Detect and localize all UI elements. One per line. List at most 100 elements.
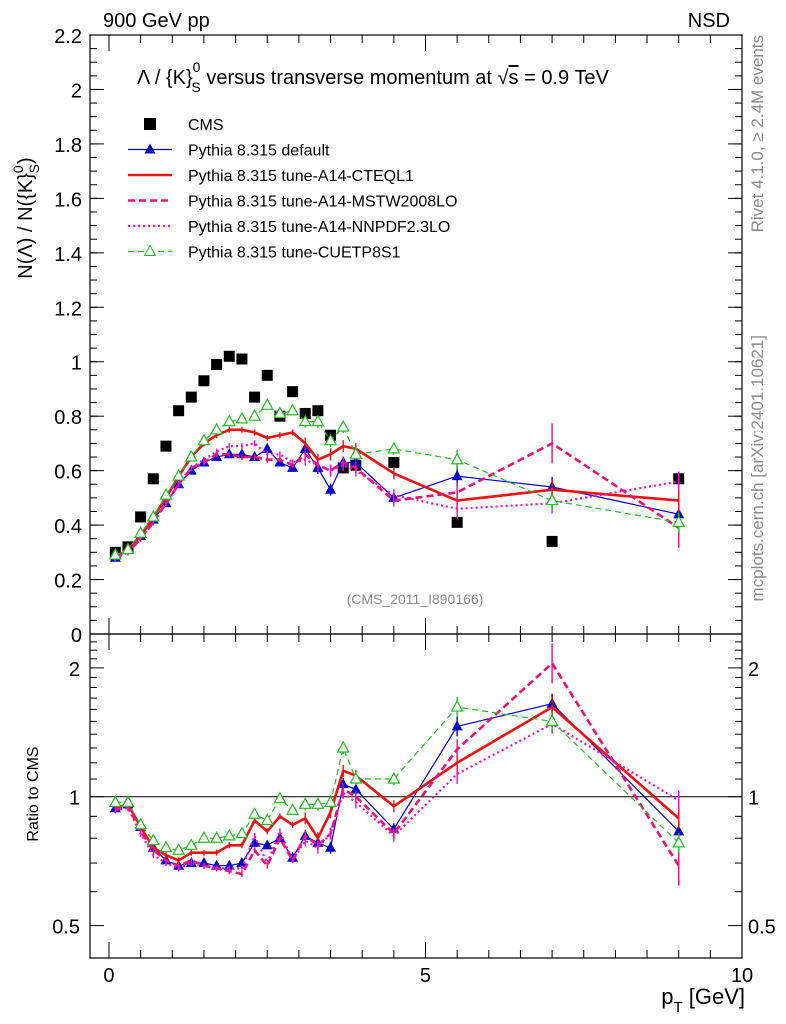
main-marker-cuetp	[159, 487, 173, 500]
cms-point	[147, 473, 159, 485]
main-marker-cuetp	[545, 493, 559, 506]
y-tick-label: 0.4	[54, 516, 82, 538]
ratio-marker-cuetp	[121, 795, 135, 808]
main-marker-default	[350, 456, 362, 467]
cms-point	[287, 386, 299, 398]
ratio-marker-cuetp	[248, 807, 262, 819]
y-tick-label: 1	[71, 353, 82, 375]
y-tick-label: 1.6	[54, 189, 82, 211]
ratio-marker-cuetp	[387, 771, 401, 784]
ratio-marker-cuetp	[545, 714, 559, 726]
header-left: 900 GeV pp	[103, 10, 210, 32]
main-marker-default	[325, 483, 337, 494]
ratio-marker-cuetp	[210, 830, 224, 843]
main-marker-cuetp	[134, 526, 148, 538]
main-line-mstw	[114, 442, 680, 559]
cms-point	[211, 358, 223, 370]
y-tick-label: 1.8	[54, 135, 82, 157]
cms-point	[261, 369, 273, 381]
ratio-marker-cuetp	[134, 817, 148, 830]
header-right: NSD	[688, 10, 730, 32]
cms-point	[546, 535, 558, 547]
ratio-marker-cuetp	[298, 797, 312, 809]
main-marker-cuetp	[197, 433, 211, 446]
legend-marker-cms	[144, 118, 156, 130]
main-marker-cuetp	[324, 433, 338, 446]
ratio-marker-cuetp	[273, 791, 287, 804]
main-marker-cuetp	[248, 408, 262, 421]
cms-point	[173, 405, 185, 417]
ratio-frame	[89, 633, 743, 959]
main-marker-cuetp	[672, 515, 686, 527]
x-tick-label: 0	[103, 965, 114, 987]
y-tick-label: 0	[71, 625, 82, 647]
main-marker-cuetp	[222, 414, 236, 427]
cms-point	[312, 405, 324, 417]
y-tick-label: 2	[71, 80, 82, 102]
legend-label-default: Pythia 8.315 default	[188, 143, 330, 160]
ratio-tick-label-right: 0.5	[748, 917, 776, 939]
cms-point	[388, 456, 400, 468]
ratio-marker-default	[451, 720, 463, 731]
ratio-marker-cuetp	[197, 830, 211, 843]
ratio-marker-cuetp	[349, 771, 363, 784]
ratio-tick-label-right: 1	[748, 788, 759, 810]
main-marker-cuetp	[235, 411, 249, 424]
main-marker-cuetp	[336, 419, 350, 432]
ratio-marker-default	[287, 851, 299, 862]
ratio-marker-cuetp	[336, 740, 350, 753]
legend-label-cms: CMS	[188, 117, 224, 134]
ratio-marker-default	[261, 839, 273, 850]
ratio-tick-label: 2	[69, 659, 80, 681]
ratio-marker-cuetp	[260, 813, 274, 826]
chart-title: Λ / {K}0 S versus transverse momentum at …	[137, 59, 609, 95]
ratio-marker-cuetp	[159, 840, 173, 853]
side-text-rivet: Rivet 4.1.0, ≥ 2.4M events	[748, 35, 767, 232]
legend-label-cuetp: Pythia 8.315 tune-CUETP8S1	[188, 245, 401, 262]
ratio-marker-cuetp	[235, 826, 249, 839]
ratio-marker-default	[673, 825, 685, 836]
main-marker-cuetp	[387, 441, 401, 454]
legend-marker-cuetp	[143, 244, 157, 256]
ratio-marker-cuetp	[108, 795, 122, 808]
main-marker-cuetp	[286, 403, 300, 416]
analysis-watermark: (CMS_2011_I890166)	[347, 591, 484, 607]
main-marker-cuetp	[273, 406, 287, 419]
y-tick-label: 1.2	[54, 298, 82, 320]
main-marker-default	[261, 442, 273, 453]
axis-ticks: 0 0.2 0.4 0.6 0.8 1 1.2 1.4 1.6 1.8 2 2.2 0 5 10 0.5 0.5…	[52, 26, 776, 987]
main-marker-cuetp	[121, 542, 135, 555]
main-marker-cuetp	[210, 422, 224, 435]
cms-point	[135, 511, 147, 523]
y-tick-label: 0.2	[54, 571, 82, 593]
main-marker-cuetp	[260, 398, 274, 410]
cms-point	[185, 391, 197, 403]
legend-label-cteql1: Pythia 8.315 tune-A14-CTEQL1	[188, 168, 414, 185]
ratio-marker-cuetp	[222, 828, 236, 841]
cms-point	[249, 391, 261, 403]
y-tick-label: 2.2	[54, 26, 82, 48]
y-tick-label: 0.8	[54, 407, 82, 429]
ratio-tick-label: 1	[69, 788, 80, 810]
cms-point	[198, 375, 210, 387]
legend-label-mstw: Pythia 8.315 tune-A14-MSTW2008LO	[188, 194, 457, 211]
y-axis-label-main: N(Λ) / N({K}0S)	[10, 157, 42, 278]
x-axis-label: pT [GeV]	[661, 984, 745, 1016]
ratio-tick-label-right: 2	[748, 659, 759, 681]
ratio-marker-cuetp	[450, 699, 464, 712]
ratio-marker-cuetp	[286, 802, 300, 815]
ratio-marker-default	[337, 778, 349, 789]
legend-marker-default	[144, 143, 156, 154]
y-tick-label: 0.6	[54, 462, 82, 484]
cms-point	[223, 350, 235, 362]
main-marker-cuetp	[172, 468, 186, 481]
y-tick-label: 1.4	[54, 244, 82, 266]
ratio-marker-cuetp	[146, 833, 160, 846]
main-marker-cuetp	[311, 414, 325, 427]
cms-point	[299, 407, 311, 419]
ratio-marker-default	[325, 841, 337, 852]
ratio-line-cteql1	[114, 705, 680, 862]
cms-point	[160, 440, 172, 452]
